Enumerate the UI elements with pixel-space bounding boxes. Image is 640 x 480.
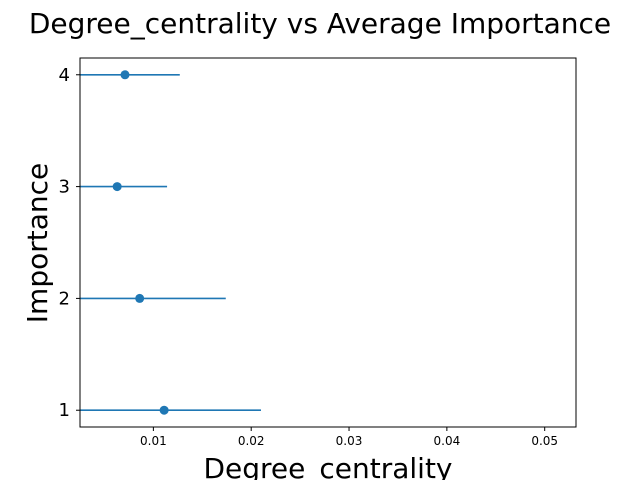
x-tick-label: 0.02 (238, 434, 265, 448)
x-tick-label: 0.01 (140, 434, 167, 448)
y-tick-label: 1 (59, 400, 70, 421)
x-tick-label: 0.04 (434, 434, 461, 448)
data-point (159, 405, 169, 415)
y-axis-label: Importance (21, 163, 54, 323)
x-axis: 0.01 0.02 0.03 0.04 0.05 (140, 427, 558, 448)
plot-area (80, 70, 261, 415)
chart-title: Degree_centrality vs Average Importance (29, 7, 611, 40)
y-tick-label: 4 (59, 65, 70, 86)
x-axis-label: Degree_centrality (203, 452, 452, 480)
x-tick-label: 0.05 (531, 434, 558, 448)
data-point (120, 70, 130, 80)
x-tick-label: 0.03 (336, 434, 363, 448)
plot-frame (79, 57, 577, 428)
y-tick-label: 2 (59, 288, 70, 309)
y-axis: 1 2 3 4 (59, 65, 80, 421)
data-point (112, 182, 122, 192)
data-point (135, 293, 145, 303)
y-tick-label: 3 (59, 177, 70, 198)
